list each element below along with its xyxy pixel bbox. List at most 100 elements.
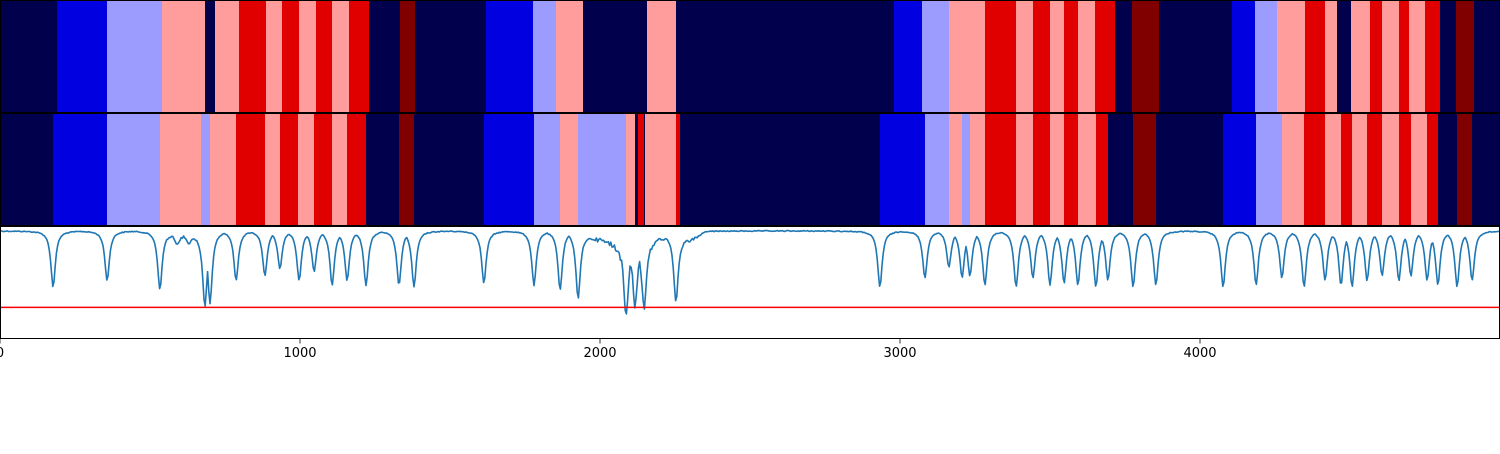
panel-frame <box>0 226 1500 339</box>
segment-bar <box>1382 0 1400 113</box>
segment-bar <box>1341 113 1353 226</box>
segment-bar <box>638 113 645 226</box>
segment-bar <box>1277 0 1306 113</box>
segment-bar <box>282 0 300 113</box>
segment-bar <box>0 113 54 226</box>
segment-bar <box>107 0 163 113</box>
segment-bar <box>647 0 677 113</box>
segment-bar <box>1077 113 1097 226</box>
segment-bar <box>1437 113 1458 226</box>
segment-bar <box>1455 0 1475 113</box>
segment-bar <box>1064 0 1079 113</box>
segment-bar <box>162 0 206 113</box>
segment-bar <box>534 113 561 226</box>
segment-bar <box>948 113 963 226</box>
segment-bar <box>626 113 636 226</box>
segmentation-track-bottom <box>0 113 1500 226</box>
segment-bar <box>1398 0 1410 113</box>
segment-bar <box>1304 113 1326 226</box>
segment-bar <box>1223 113 1257 226</box>
segment-bar <box>1016 0 1034 113</box>
x-tick-label: 0 <box>0 346 4 361</box>
segment-bar <box>1352 113 1368 226</box>
signal-line-panel <box>0 229 1500 315</box>
segment-bar <box>1032 0 1051 113</box>
segment-bar <box>204 0 216 113</box>
segment-bar <box>1325 113 1342 226</box>
x-tick-label: 4000 <box>1183 346 1216 361</box>
segment-bar <box>315 0 333 113</box>
segment-bar <box>347 113 367 226</box>
segment-bar <box>1158 0 1233 113</box>
segment-bar <box>279 113 299 226</box>
segment-bar <box>1050 113 1065 226</box>
segment-bar <box>675 0 895 113</box>
segment-bar <box>1077 0 1096 113</box>
segment-bar <box>644 113 646 226</box>
segment-bar <box>582 0 648 113</box>
segment-bar <box>635 113 639 226</box>
segment-bar <box>879 113 926 226</box>
segment-bar <box>1050 0 1065 113</box>
segment-bar <box>555 0 584 113</box>
segment-bar <box>1095 0 1116 113</box>
segment-bar <box>1350 0 1371 113</box>
segment-bar <box>1107 113 1134 226</box>
segment-bar <box>414 0 487 113</box>
segment-bar <box>1457 113 1473 226</box>
segment-bar <box>107 113 161 226</box>
segment-bar <box>314 113 333 226</box>
segment-bar <box>348 0 370 113</box>
segment-bar <box>486 0 534 113</box>
x-tick-label: 1000 <box>283 346 316 361</box>
segment-bar <box>1382 113 1400 226</box>
segment-bar <box>1281 113 1305 226</box>
segment-bar <box>369 0 401 113</box>
segment-bar <box>948 0 986 113</box>
segment-bar <box>297 113 315 226</box>
segment-bar <box>675 113 681 226</box>
segment-bar <box>414 113 485 226</box>
segment-bar <box>1032 113 1051 226</box>
segment-bar <box>332 113 348 226</box>
segment-bar <box>1016 113 1034 226</box>
segment-bar <box>1472 113 1500 226</box>
segment-bar <box>962 113 971 226</box>
segment-bar <box>57 0 108 113</box>
segment-bar <box>53 113 108 226</box>
segment-bar <box>239 0 267 113</box>
segment-bar <box>210 113 237 226</box>
segment-bar <box>299 0 317 113</box>
segment-bar <box>264 113 281 226</box>
segment-bar <box>1095 113 1109 226</box>
segment-bar <box>1133 113 1157 226</box>
segment-bar <box>1337 0 1352 113</box>
segment-bar <box>366 113 400 226</box>
segment-bar <box>1325 0 1338 113</box>
segment-bar <box>236 113 266 226</box>
segment-bar <box>159 113 202 226</box>
segment-bar <box>984 113 1017 226</box>
segment-bar <box>645 113 677 226</box>
segment-bar <box>1425 0 1441 113</box>
segment-bar <box>399 113 415 226</box>
segment-bar <box>1440 0 1457 113</box>
segment-bar <box>1427 113 1439 226</box>
segment-bar <box>680 113 881 226</box>
segment-bar <box>921 0 950 113</box>
segment-bar <box>332 0 350 113</box>
segment-bar <box>984 0 1017 113</box>
segment-bar <box>924 113 950 226</box>
segmentation-track-top <box>0 0 1500 113</box>
signal-line <box>0 229 1500 315</box>
segment-bar <box>1115 0 1133 113</box>
segment-bar <box>894 0 923 113</box>
segment-bar <box>578 113 627 226</box>
segment-bar <box>969 113 986 226</box>
segment-bar <box>1370 0 1383 113</box>
segment-bar <box>1305 0 1326 113</box>
segment-bar <box>483 113 535 226</box>
segment-bar <box>533 0 557 113</box>
segment-bar <box>1398 113 1412 226</box>
